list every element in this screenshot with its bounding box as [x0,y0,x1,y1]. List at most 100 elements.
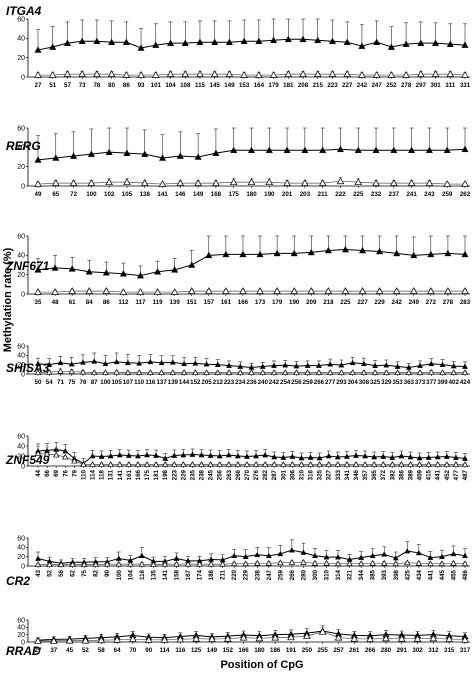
data-point [92,561,99,568]
series-line [38,73,466,76]
data-point [303,632,311,640]
panel-title: ZNF549 [5,453,50,467]
x-tick-label: 278 [443,299,454,306]
data-point [78,37,86,44]
x-tick-label: 54 [46,379,53,386]
data-point [389,461,396,467]
data-point [49,43,57,50]
data-point [314,36,322,44]
data-point [243,461,251,467]
data-point [461,560,469,567]
data-point [239,633,248,641]
data-point [434,461,441,467]
x-tick-label: 100 [86,191,97,198]
data-point [394,363,401,369]
data-point [50,636,58,644]
series-filled [34,18,469,53]
y-tick-label: 40 [17,625,25,632]
data-point [102,360,109,367]
x-tick-label: 317 [460,647,471,654]
data-point [162,455,169,461]
data-point [271,633,280,641]
data-point [141,150,149,157]
data-point [461,145,469,153]
x-tick-label: 179 [268,82,279,89]
x-tick-label: 175 [229,191,240,198]
x-tick-label: 87 [91,379,98,386]
x-tick-label: 190 [264,191,275,198]
data-point [80,561,88,568]
data-point [135,369,143,376]
x-tick-label: 135 [150,569,157,580]
data-point [105,178,113,186]
data-point [256,250,264,258]
x-tick-label: 188 [208,569,215,580]
data-point [366,635,374,642]
data-point [240,71,248,78]
data-point [325,461,332,467]
data-point [212,149,220,156]
x-tick-label: 455 [450,569,457,580]
data-point [408,146,416,153]
data-point [392,287,401,295]
data-point [214,369,221,376]
data-point [192,360,199,366]
data-point [102,369,109,376]
x-tick-label: 161 [221,299,232,306]
panel-title: RRAD [6,644,41,658]
data-point [277,559,284,566]
x-tick-label: 52 [47,569,54,576]
data-point [136,360,143,366]
data-point [169,369,177,376]
data-point [358,246,367,254]
data-point [43,450,51,457]
data-point [404,548,411,554]
data-point [187,287,196,295]
x-tick-label: 255 [318,647,329,654]
data-point [180,369,188,376]
data-point [427,287,435,295]
x-tick-label: 125 [191,647,202,654]
data-point [336,145,344,153]
data-point [173,555,180,561]
data-point [198,451,205,458]
x-tick-label: 325 [370,379,381,386]
x-tick-label: 357 [362,469,369,480]
data-point [349,369,356,376]
y-tick-label: 60 [17,617,25,624]
series-open [34,446,469,467]
data-point [290,249,298,257]
x-tick-label: 278 [401,82,412,89]
data-point [358,287,367,295]
x-tick-label: 100 [116,569,123,580]
y-tick-label: 40 [17,253,25,260]
x-tick-label: 241 [406,191,417,198]
data-point [261,461,269,467]
data-point [85,287,94,295]
data-point [107,461,114,467]
x-tick-label: 353 [392,379,403,386]
data-point [244,453,250,459]
data-point [158,359,165,366]
data-point [439,361,446,367]
x-tick-label: 107 [123,379,134,386]
x-tick-label: 44 [35,469,42,476]
data-point [57,561,65,568]
x-tick-label: 235 [189,469,196,480]
series-line [37,549,466,564]
x-tick-label: 84 [86,299,93,306]
data-point [181,360,188,367]
data-point [134,461,142,467]
data-point [254,559,261,566]
data-point [125,452,132,458]
x-tick-label: 201 [282,191,293,198]
y-tick-label: 40 [17,145,25,152]
data-point [334,560,342,567]
data-point [230,146,238,153]
data-point [343,453,350,459]
data-point [410,251,418,259]
data-point [358,42,366,49]
data-point [173,560,180,567]
